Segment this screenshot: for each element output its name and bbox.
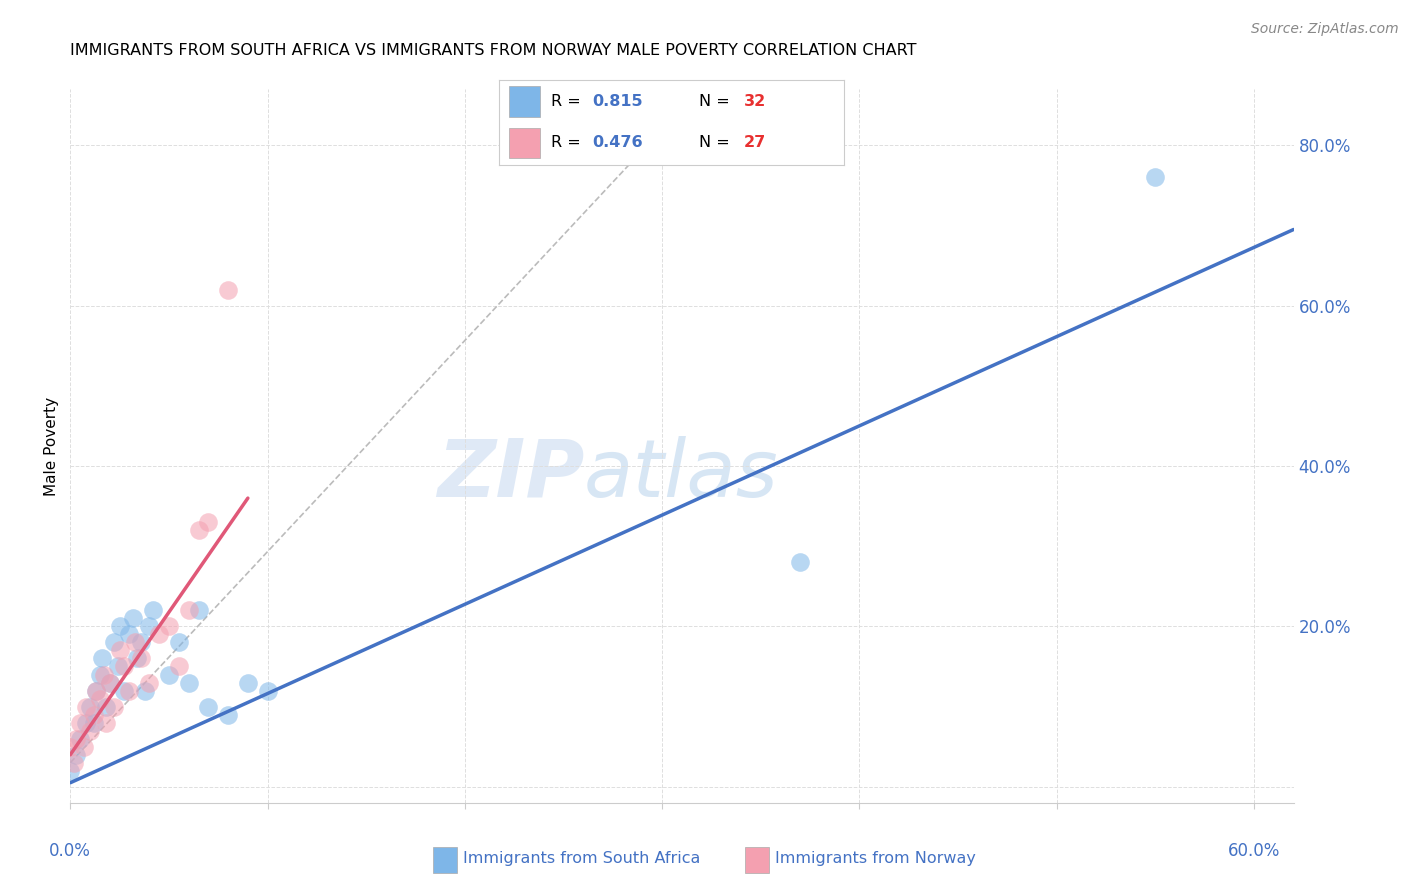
Y-axis label: Male Poverty: Male Poverty (44, 396, 59, 496)
Text: N =: N = (699, 136, 735, 151)
Point (131, 635, 153, 649)
Point (65, 747, 87, 762)
Point (65, 731, 87, 746)
Point (73, 739, 96, 754)
Point (118, 627, 141, 641)
Point (94, 715, 117, 730)
Point (134, 683, 156, 698)
Point (112, 659, 135, 673)
Bar (509, 87, 540, 117)
Text: ZIP: ZIP (437, 435, 583, 514)
Point (127, 651, 149, 665)
Text: 27: 27 (744, 136, 766, 151)
Point (187, 523, 209, 537)
Point (98, 675, 121, 690)
Bar (745, 847, 769, 872)
Text: 0.476: 0.476 (592, 136, 643, 151)
Point (138, 619, 160, 633)
Text: IMMIGRANTS FROM SOUTH AFRICA VS IMMIGRANTS FROM NORWAY MALE POVERTY CORRELATION : IMMIGRANTS FROM SOUTH AFRICA VS IMMIGRAN… (70, 43, 917, 58)
Point (89, 667, 111, 681)
Point (103, 635, 125, 649)
Point (112, 683, 135, 698)
Point (90, 651, 112, 665)
Point (98, 675, 121, 690)
Text: atlas: atlas (583, 435, 779, 514)
Point (177, 675, 200, 690)
Point (187, 603, 209, 617)
Point (167, 659, 190, 673)
Text: 32: 32 (744, 94, 766, 109)
Text: N =: N = (699, 94, 735, 109)
Point (217, 707, 239, 722)
Point (217, 283, 239, 297)
Text: Source: ZipAtlas.com: Source: ZipAtlas.com (1251, 22, 1399, 37)
Text: Immigrants from South Africa: Immigrants from South Africa (463, 851, 700, 866)
Point (75, 699, 97, 714)
Bar (433, 847, 457, 872)
Text: 60.0%: 60.0% (1227, 842, 1281, 860)
Point (118, 683, 141, 698)
Point (69, 731, 91, 746)
Point (103, 699, 125, 714)
Point (94, 699, 117, 714)
Point (142, 603, 165, 617)
Point (108, 619, 131, 633)
Point (256, 683, 278, 698)
Point (79, 723, 101, 738)
Point (59, 739, 82, 754)
Point (122, 611, 145, 625)
Point (148, 627, 170, 641)
Point (789, 555, 811, 569)
Point (63, 756, 86, 770)
Point (236, 675, 259, 690)
Point (79, 699, 101, 714)
Point (93, 667, 115, 681)
Point (197, 699, 219, 714)
Text: R =: R = (551, 136, 586, 151)
Point (131, 651, 153, 665)
Text: Immigrants from Norway: Immigrants from Norway (775, 851, 976, 866)
Point (89, 691, 111, 706)
Text: 0.815: 0.815 (592, 94, 643, 109)
Point (157, 619, 180, 633)
Point (84, 683, 107, 698)
Point (167, 635, 190, 649)
Point (83, 707, 105, 722)
Point (69, 715, 91, 730)
Point (75, 715, 97, 730)
Point (138, 675, 160, 690)
Point (124, 635, 146, 649)
Point (108, 643, 131, 657)
Point (157, 667, 180, 681)
Point (83, 715, 105, 730)
Point (84, 683, 107, 698)
Point (1144, 170, 1167, 185)
Point (59, 764, 82, 778)
Point (177, 603, 200, 617)
Text: 0.0%: 0.0% (49, 842, 91, 860)
Point (107, 659, 129, 673)
Text: R =: R = (551, 94, 586, 109)
Point (197, 515, 219, 529)
Bar (509, 128, 540, 158)
